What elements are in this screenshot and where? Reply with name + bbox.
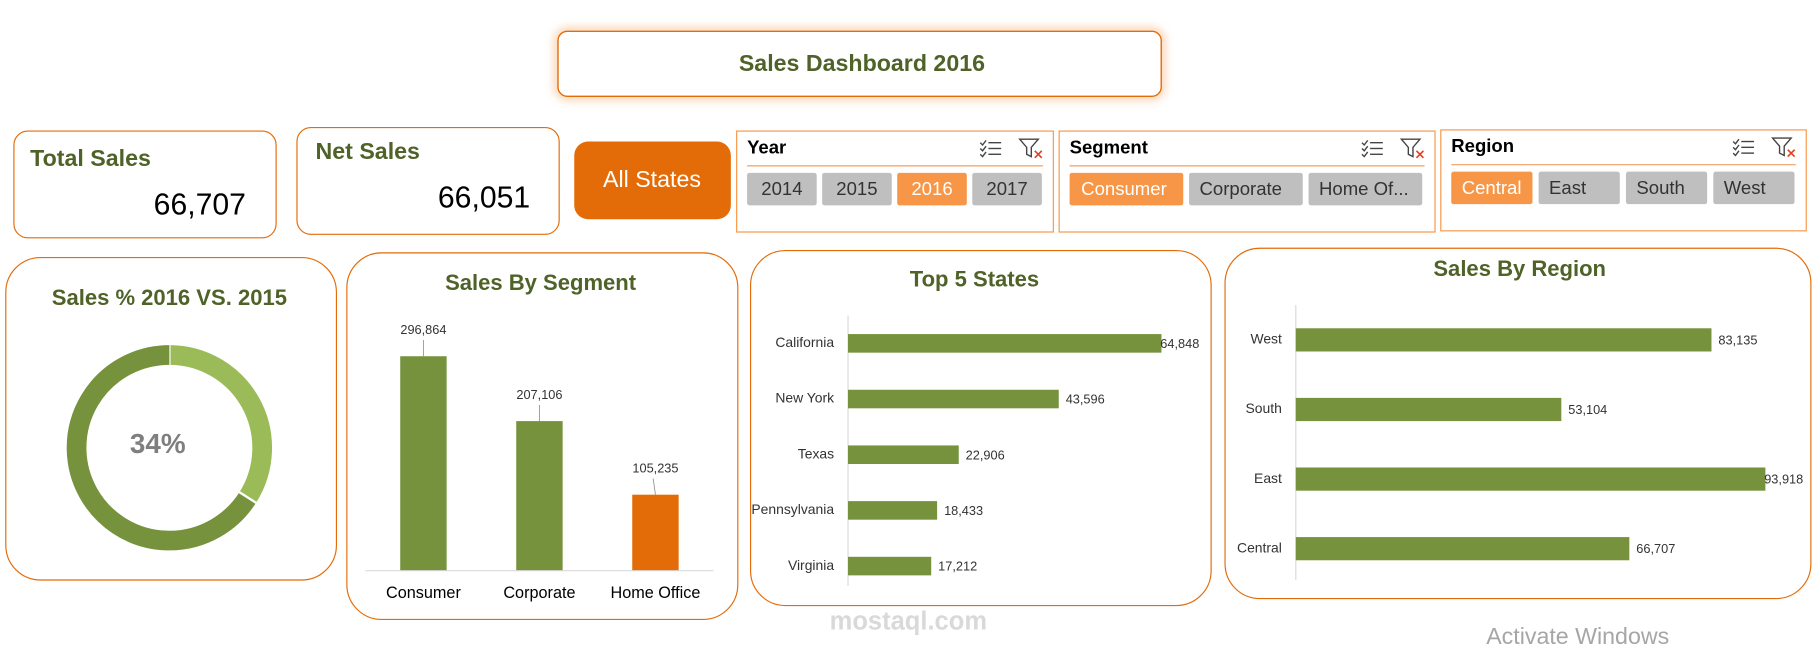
bar <box>400 356 447 571</box>
slicer-item[interactable] <box>1189 172 1303 206</box>
y-tick-label: West <box>1250 331 1282 347</box>
slicer-item[interactable] <box>1308 172 1423 206</box>
all-states-button[interactable] <box>574 141 731 220</box>
slicer-item-label[interactable]: 2014 <box>761 178 802 199</box>
data-label: 22,906 <box>966 447 1005 462</box>
title-box <box>557 30 1162 97</box>
slicer-item[interactable] <box>1069 172 1184 206</box>
chart-title: Sales By Segment <box>445 270 637 295</box>
x-tick-label: Consumer <box>386 584 461 602</box>
chart-title: Sales By Region <box>1433 256 1606 281</box>
clear-filter-icon[interactable] <box>1787 149 1796 158</box>
y-tick-label: California <box>775 334 834 350</box>
data-label: 83,135 <box>1718 332 1757 347</box>
y-tick-label: Texas <box>798 445 834 461</box>
multi-select-icon[interactable] <box>1361 145 1369 152</box>
data-label: 64,848 <box>1160 336 1199 351</box>
multi-select-icon[interactable] <box>1361 139 1369 147</box>
chart-title: Sales % 2016 VS. 2015 <box>52 285 287 310</box>
x-tick-label: Corporate <box>503 584 575 602</box>
y-tick-label: Central <box>1237 539 1282 555</box>
slicer-item-label[interactable]: 2016 <box>911 178 952 199</box>
bar <box>848 334 1162 353</box>
clear-filter-icon[interactable] <box>1415 150 1424 159</box>
bar <box>1295 467 1766 491</box>
y-tick-label: East <box>1254 470 1282 486</box>
multi-select-icon[interactable] <box>1732 138 1740 145</box>
y-tick-label: South <box>1246 400 1282 416</box>
kpi-label: Net Sales <box>316 138 420 164</box>
watermark: mostaql.com <box>830 608 987 636</box>
multi-select-icon[interactable] <box>1732 144 1740 151</box>
clear-filter-icon[interactable] <box>1399 138 1422 158</box>
y-tick-label: Virginia <box>788 557 834 573</box>
multi-select-icon[interactable] <box>979 151 987 158</box>
multi-select-icon[interactable] <box>979 145 987 152</box>
slicer-item-label[interactable]: Home Of... <box>1319 178 1409 199</box>
bar <box>848 389 1059 409</box>
bar <box>848 501 938 520</box>
slicer-title: Region <box>1451 135 1514 156</box>
slicer-item[interactable] <box>1538 171 1620 205</box>
bar <box>632 494 679 571</box>
multi-select-icon[interactable] <box>1732 150 1740 157</box>
y-tick-label: New York <box>775 390 834 406</box>
data-label: 17,212 <box>938 559 977 574</box>
data-label: 296,864 <box>400 322 446 337</box>
donut-segment <box>169 345 272 503</box>
dashboard-title: Sales Dashboard 2016 <box>739 50 985 76</box>
chart-title: Top 5 States <box>910 267 1039 292</box>
data-label: 53,104 <box>1568 402 1607 417</box>
slicer-item-label[interactable]: Central <box>1462 177 1522 198</box>
bar <box>1295 328 1712 352</box>
data-label: 207,106 <box>516 387 562 402</box>
bar <box>1295 397 1562 422</box>
donut-segment <box>66 345 257 551</box>
label-leader <box>652 478 656 495</box>
slicer-item-label[interactable]: 2015 <box>836 178 877 199</box>
bar <box>848 445 959 465</box>
bar <box>1295 537 1630 561</box>
bar <box>516 421 563 571</box>
clear-filter-icon[interactable] <box>1018 138 1040 158</box>
slicer-item-label[interactable]: South <box>1636 177 1684 198</box>
slicer-item-label[interactable]: Corporate <box>1200 178 1282 199</box>
kpi-value: 66,707 <box>154 188 246 221</box>
x-tick-label: Home Office <box>610 584 700 602</box>
slicer-title: Segment <box>1070 136 1148 157</box>
donut-center-label: 34% <box>130 428 186 459</box>
data-label: 43,596 <box>1066 392 1105 407</box>
kpi-card <box>13 130 277 239</box>
button-label[interactable]: All States <box>603 166 701 192</box>
slicer-item[interactable] <box>1713 171 1795 205</box>
slicer-item[interactable] <box>822 172 892 206</box>
data-label: 18,433 <box>944 503 983 518</box>
slicer-item[interactable] <box>1451 171 1533 205</box>
kpi-value: 66,051 <box>438 181 530 214</box>
os-watermark: Activate Windows <box>1486 623 1669 649</box>
data-label: 93,918 <box>1764 472 1803 487</box>
slicer-item-label[interactable]: East <box>1549 177 1587 198</box>
multi-select-icon[interactable] <box>1361 151 1369 158</box>
chart-card <box>749 249 1212 607</box>
bar <box>848 556 932 576</box>
slicer-item[interactable] <box>972 172 1042 206</box>
slicer-item-label[interactable]: Consumer <box>1081 178 1167 199</box>
multi-select-icon[interactable] <box>979 139 987 147</box>
slicer-item-label[interactable]: 2017 <box>986 178 1027 199</box>
y-tick-label: Pennsylvania <box>751 501 834 517</box>
segment-separator <box>238 490 258 505</box>
clear-filter-icon[interactable] <box>1034 150 1043 159</box>
slicer-item[interactable] <box>747 172 817 206</box>
data-label: 105,235 <box>632 461 678 476</box>
slicer-item[interactable] <box>897 172 967 206</box>
clear-filter-icon[interactable] <box>1771 137 1793 157</box>
data-label: 66,707 <box>1636 541 1675 556</box>
kpi-label: Total Sales <box>30 145 151 171</box>
slicer-item-label[interactable]: West <box>1724 177 1767 198</box>
slicer-title: Year <box>747 136 786 157</box>
kpi-card <box>296 127 560 235</box>
slicer-item[interactable] <box>1625 171 1708 205</box>
